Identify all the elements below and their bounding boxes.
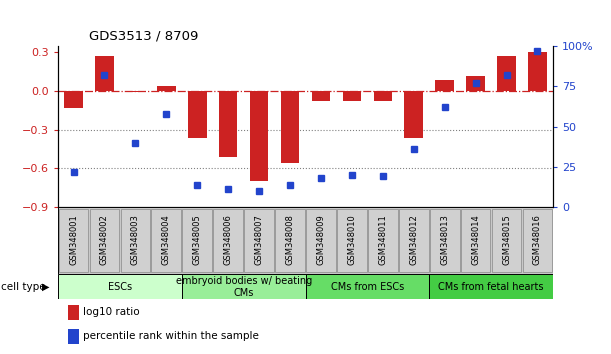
Text: GSM348010: GSM348010 bbox=[348, 214, 356, 265]
Text: ESCs: ESCs bbox=[108, 282, 132, 292]
FancyBboxPatch shape bbox=[58, 274, 182, 299]
Bar bbox=[250, 91, 268, 181]
FancyBboxPatch shape bbox=[368, 209, 398, 272]
FancyBboxPatch shape bbox=[275, 209, 305, 272]
Text: GSM348013: GSM348013 bbox=[440, 214, 449, 265]
Text: log10 ratio: log10 ratio bbox=[83, 307, 139, 317]
Bar bbox=[436, 80, 454, 91]
Bar bbox=[404, 91, 423, 137]
Text: percentile rank within the sample: percentile rank within the sample bbox=[83, 331, 258, 342]
Bar bbox=[95, 56, 114, 91]
Bar bbox=[528, 52, 547, 91]
Text: CMs from fetal hearts: CMs from fetal hearts bbox=[438, 282, 544, 292]
Text: GSM348004: GSM348004 bbox=[162, 214, 171, 265]
FancyBboxPatch shape bbox=[522, 209, 552, 272]
Bar bbox=[68, 304, 79, 320]
Text: GSM348001: GSM348001 bbox=[69, 214, 78, 265]
Text: GSM348003: GSM348003 bbox=[131, 214, 140, 265]
Text: GSM348016: GSM348016 bbox=[533, 214, 542, 265]
FancyBboxPatch shape bbox=[306, 209, 336, 272]
FancyBboxPatch shape bbox=[430, 209, 459, 272]
FancyBboxPatch shape bbox=[90, 209, 119, 272]
Bar bbox=[64, 91, 83, 108]
Bar bbox=[466, 76, 485, 91]
Bar bbox=[188, 91, 207, 137]
FancyBboxPatch shape bbox=[399, 209, 428, 272]
Text: GDS3513 / 8709: GDS3513 / 8709 bbox=[89, 29, 198, 42]
Text: ▶: ▶ bbox=[42, 282, 49, 292]
FancyBboxPatch shape bbox=[213, 209, 243, 272]
FancyBboxPatch shape bbox=[59, 209, 89, 272]
Text: GSM348011: GSM348011 bbox=[378, 214, 387, 265]
FancyBboxPatch shape bbox=[183, 209, 212, 272]
Text: embryoid bodies w/ beating
CMs: embryoid bodies w/ beating CMs bbox=[175, 276, 312, 298]
Bar bbox=[219, 91, 238, 157]
Text: GSM348015: GSM348015 bbox=[502, 214, 511, 265]
Text: GSM348006: GSM348006 bbox=[224, 214, 233, 265]
Text: GSM348009: GSM348009 bbox=[316, 214, 326, 265]
Text: GSM348008: GSM348008 bbox=[285, 214, 295, 265]
Text: CMs from ESCs: CMs from ESCs bbox=[331, 282, 404, 292]
FancyBboxPatch shape bbox=[461, 209, 491, 272]
FancyBboxPatch shape bbox=[152, 209, 181, 272]
Bar bbox=[126, 91, 145, 92]
Bar bbox=[281, 91, 299, 163]
Text: cell type: cell type bbox=[1, 282, 45, 292]
FancyBboxPatch shape bbox=[306, 274, 429, 299]
Text: GSM348007: GSM348007 bbox=[255, 214, 263, 265]
Text: GSM348014: GSM348014 bbox=[471, 214, 480, 265]
FancyBboxPatch shape bbox=[492, 209, 521, 272]
Bar bbox=[343, 91, 361, 102]
Bar bbox=[373, 91, 392, 102]
Text: GSM348012: GSM348012 bbox=[409, 214, 419, 265]
FancyBboxPatch shape bbox=[244, 209, 274, 272]
FancyBboxPatch shape bbox=[182, 274, 306, 299]
Text: GSM348005: GSM348005 bbox=[192, 214, 202, 265]
FancyBboxPatch shape bbox=[429, 274, 553, 299]
Bar bbox=[68, 329, 79, 344]
FancyBboxPatch shape bbox=[120, 209, 150, 272]
Bar bbox=[157, 86, 175, 91]
FancyBboxPatch shape bbox=[337, 209, 367, 272]
Bar bbox=[312, 91, 330, 102]
Bar bbox=[497, 56, 516, 91]
Text: GSM348002: GSM348002 bbox=[100, 214, 109, 265]
